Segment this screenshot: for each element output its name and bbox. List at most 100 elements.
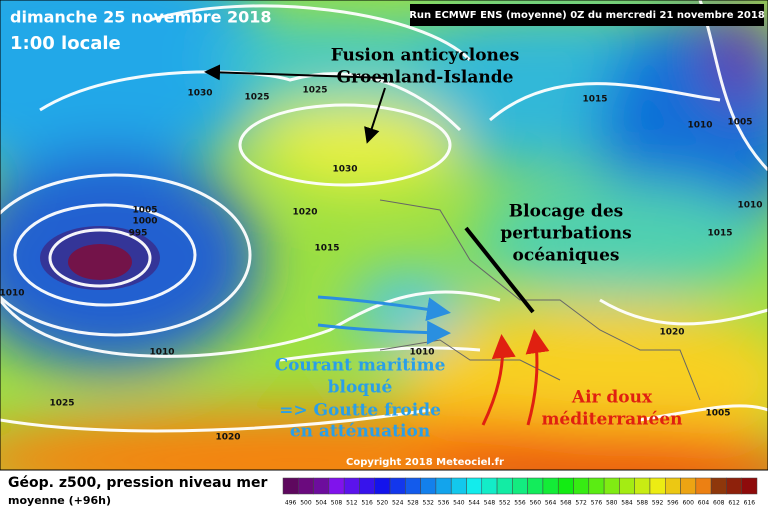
- scale-cell: [726, 477, 742, 495]
- isobar-label: 1010: [687, 121, 712, 131]
- scale-cell: [343, 477, 360, 495]
- legend-subtitle: moyenne (+96h): [8, 494, 111, 507]
- scale-cell: [298, 477, 314, 495]
- annotation-line: bloqué: [328, 378, 393, 398]
- annotation-line: Courant maritime: [275, 356, 446, 376]
- time: 1:00 locale: [10, 33, 121, 54]
- isobar-label: 1010: [409, 348, 434, 358]
- scale-cell: [450, 477, 467, 495]
- scale-label: 608: [713, 500, 725, 507]
- isobar-label: 1010: [737, 201, 762, 211]
- isobar-label: 1005: [705, 409, 730, 419]
- annotation-line: Blocage des: [509, 202, 623, 222]
- scale-label: 532: [423, 500, 435, 507]
- scale-cell: [481, 477, 498, 495]
- scale-label: 616: [744, 500, 756, 507]
- copyright: Copyright 2018 Meteociel.fr: [346, 457, 504, 468]
- scale-cell: [466, 477, 483, 495]
- scale-label: 584: [621, 500, 633, 507]
- scale-cell: [619, 477, 635, 495]
- scale-label: 516: [361, 500, 373, 507]
- scale-cell: [741, 477, 758, 495]
- isobar-label: 1005: [727, 118, 752, 128]
- isobar-label: 1000: [132, 217, 157, 227]
- scale-cell: [603, 477, 620, 495]
- annotation-line: Air doux: [571, 388, 653, 408]
- scale-label: 552: [499, 500, 511, 507]
- scale-cell: [710, 477, 727, 495]
- run-info: Run ECMWF ENS (moyenne) 0Z du mercredi 2…: [409, 10, 765, 21]
- scale-label: 528: [407, 500, 419, 507]
- isobar-label: 1025: [244, 93, 269, 103]
- scale-label: 604: [698, 500, 710, 507]
- scale-label: 580: [606, 500, 618, 507]
- isobar-label: 1030: [332, 165, 357, 175]
- scale-cell: [512, 477, 528, 495]
- isobar-label: 1015: [314, 244, 339, 254]
- scale-label: 592: [652, 500, 664, 507]
- scale-label: 540: [453, 500, 465, 507]
- scale-label: 556: [514, 500, 526, 507]
- scale-label: 596: [667, 500, 679, 507]
- scale-label: 524: [392, 500, 404, 507]
- isobar-label: 1020: [292, 208, 317, 218]
- isobar-label: 1025: [302, 86, 327, 96]
- isobar-label: 1010: [0, 289, 25, 299]
- scale-cell: [420, 477, 437, 495]
- scale-label: 572: [575, 500, 587, 507]
- isobar-label: 1025: [49, 399, 74, 409]
- scale-cell: [313, 477, 330, 495]
- run-box: [410, 4, 764, 26]
- isobar-label: 1030: [187, 89, 212, 99]
- scale-cell: [359, 477, 375, 495]
- scale-cell: [527, 477, 544, 495]
- scale-label: 588: [637, 500, 649, 507]
- isobar-label: 1010: [149, 348, 174, 358]
- scale-cell: [695, 477, 712, 495]
- arrows: [204, 64, 550, 426]
- scale-cell: [282, 477, 299, 495]
- scale-cell: [542, 477, 559, 495]
- scale-label: 612: [728, 500, 740, 507]
- isobar-label: 1020: [215, 433, 240, 443]
- scale-cell: [665, 477, 681, 495]
- scale-label: 496: [285, 500, 297, 507]
- isobar-label: 1015: [707, 229, 732, 239]
- scale-label: 564: [545, 500, 557, 507]
- scale-cell: [405, 477, 421, 495]
- scale-cell: [649, 477, 666, 495]
- scale-cell: [496, 477, 513, 495]
- isobar-label: 995: [129, 229, 148, 239]
- date: dimanche 25 novembre 2018: [10, 8, 272, 27]
- scale-label: 576: [591, 500, 603, 507]
- annotation-line: Fusion anticyclones: [331, 46, 520, 66]
- isobar-label: 1020: [659, 328, 684, 338]
- annotation-line: méditerranéen: [541, 410, 682, 430]
- annotation-line: => Goutte froide: [279, 401, 441, 421]
- scale-cell: [328, 477, 345, 495]
- scale-label: 512: [346, 500, 358, 507]
- scale-label: 500: [300, 500, 312, 507]
- scale-label: 560: [530, 500, 542, 507]
- scale-cell: [588, 477, 605, 495]
- scale-label: 568: [560, 500, 572, 507]
- legend-title: Géop. z500, pression niveau mer: [8, 475, 267, 491]
- scale-cell: [680, 477, 697, 495]
- annotation-line: en atténuation: [290, 422, 430, 442]
- scale-label: 600: [682, 500, 694, 507]
- scale-cell: [557, 477, 574, 495]
- scale-cell: [389, 477, 406, 495]
- annotation-line: Groenland-Islande: [337, 68, 514, 88]
- scale-label: 504: [315, 500, 327, 507]
- isobar-label: 1005: [132, 206, 157, 216]
- scale-label: 520: [377, 500, 389, 507]
- scale-cell: [634, 477, 651, 495]
- scale-cell: [435, 477, 452, 495]
- scale-label: 544: [468, 500, 480, 507]
